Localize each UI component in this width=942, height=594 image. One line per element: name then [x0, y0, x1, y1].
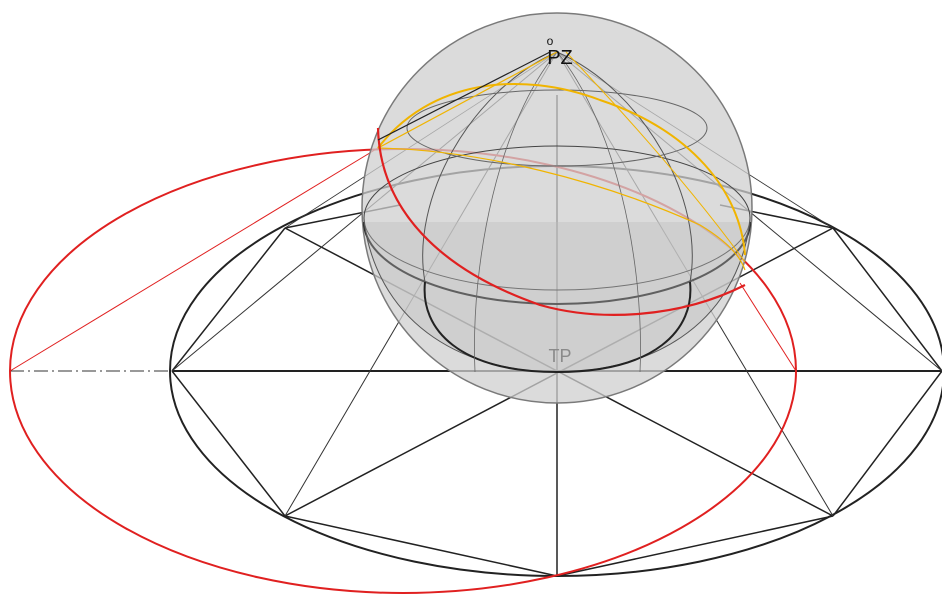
sphere-equator-back: [363, 145, 751, 291]
red-projection-ray: [9, 147, 379, 372]
red-projection-ray: [739, 282, 797, 372]
center-label: TP: [548, 346, 571, 366]
sphere-parallel: [406, 89, 708, 167]
sphere-bowl-left: [423, 281, 558, 373]
sphere-body: [361, 12, 753, 404]
chord-line: [556, 515, 834, 577]
sphere-equator-front: [363, 221, 751, 305]
chord-line: [832, 370, 942, 517]
sphere-meridian: [474, 51, 558, 373]
zenith-mark-label: o: [547, 34, 554, 48]
labels: o PZ TP: [547, 34, 573, 366]
chord-line: [171, 370, 286, 517]
sphere-meridian: [556, 51, 693, 283]
yellow-ray: [565, 51, 746, 263]
yellow-ray: [377, 51, 558, 149]
sphere-meridian: [556, 51, 641, 373]
sphere-bowl-right: [556, 281, 692, 373]
sphere: [361, 12, 753, 404]
chord-line: [832, 227, 942, 372]
yellow-great-circle: [377, 147, 746, 271]
yellow-great-circle: [377, 82, 746, 256]
zenith-label: PZ: [547, 47, 573, 69]
sphere-meridian: [422, 51, 558, 283]
red-great-circle: [376, 127, 746, 316]
chord-line: [284, 515, 558, 577]
zenith-ray: [377, 51, 551, 141]
chord-line: [171, 227, 286, 372]
